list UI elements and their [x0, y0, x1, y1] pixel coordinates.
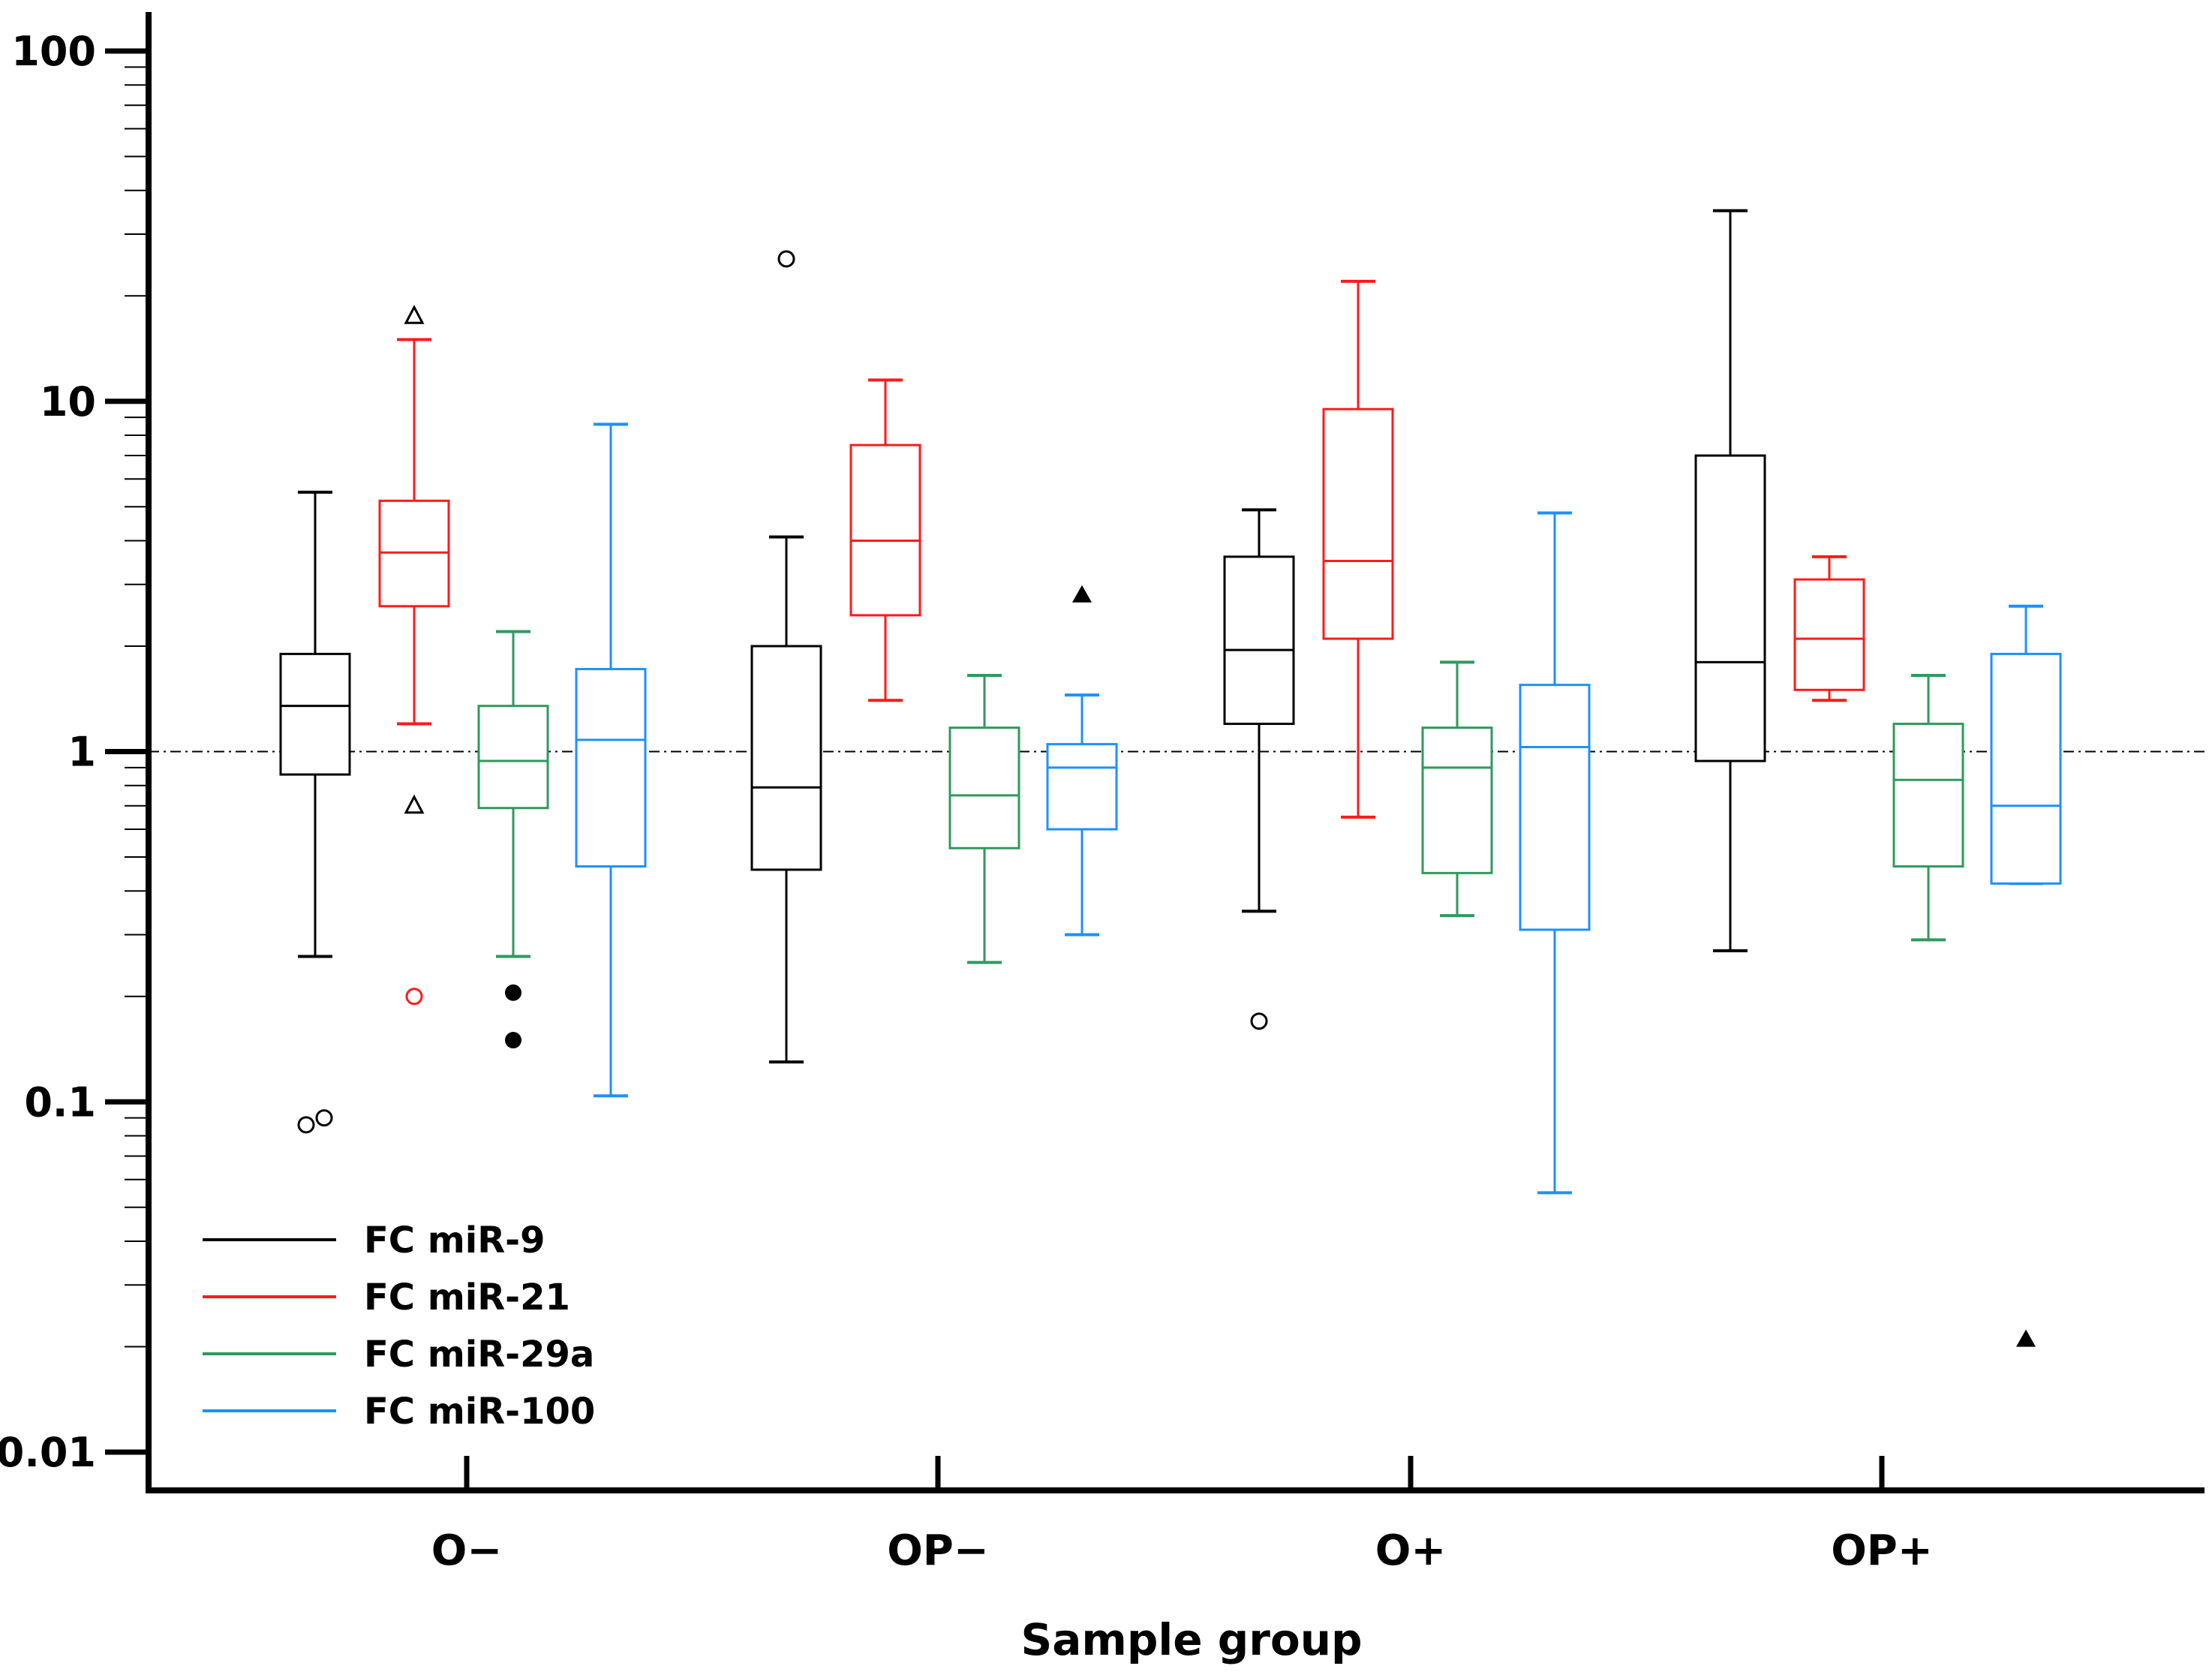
- y-tick-label: 0.1: [24, 1078, 96, 1126]
- box-iqr: [477, 705, 549, 810]
- box-group: [1990, 604, 2062, 1347]
- series-fc-mir-9: [279, 209, 1766, 1134]
- legend-label: FC miR-29a: [364, 1334, 594, 1376]
- box-group: [750, 250, 822, 1064]
- outlier-point: [505, 1032, 521, 1049]
- outlier-point: [1072, 585, 1092, 603]
- legend-label: FC miR-9: [364, 1219, 545, 1262]
- legend-item: FC miR-21: [203, 1277, 570, 1319]
- box-group: [477, 630, 549, 1049]
- box-iqr: [279, 652, 351, 776]
- outlier-point: [404, 305, 425, 324]
- outlier-point: [315, 1109, 333, 1127]
- box-group: [1421, 660, 1493, 918]
- x-tick-layer: O− OP− O+ OP+: [431, 1456, 1933, 1575]
- x-tick-label: OP−: [887, 1526, 989, 1575]
- y-tick-label: 0.01: [0, 1429, 96, 1476]
- legend-item: FC miR-9: [203, 1219, 545, 1262]
- box-iqr: [948, 726, 1020, 850]
- series-fc-mir-100: [575, 423, 2062, 1347]
- outlier-point: [505, 984, 521, 1001]
- box-group: [1892, 673, 1964, 942]
- box-iqr: [849, 444, 921, 617]
- legend-item: FC miR-100: [203, 1391, 595, 1433]
- y-tick-label: 1: [68, 729, 96, 776]
- x-tick-label: O−: [431, 1526, 503, 1575]
- box-group: [1793, 555, 1865, 702]
- box-layer: [279, 209, 2062, 1347]
- box-group: [1519, 511, 1591, 1195]
- box-iqr: [1223, 555, 1295, 726]
- outlier-point: [297, 1116, 315, 1134]
- y-tick-label: 10: [40, 378, 96, 426]
- box-group: [849, 378, 921, 702]
- legend-label: FC miR-21: [364, 1277, 570, 1319]
- box-iqr: [1892, 723, 1964, 868]
- box-group: [279, 490, 351, 1134]
- box-group: [1223, 508, 1295, 1030]
- x-axis-title: Sample group: [1020, 1614, 1362, 1665]
- box-group: [1694, 209, 1766, 952]
- box-group: [378, 305, 450, 1006]
- outlier-point: [404, 794, 425, 814]
- series-fc-mir-21: [378, 279, 1865, 1006]
- box-iqr: [1694, 454, 1766, 762]
- box-iqr: [750, 645, 822, 871]
- box-group: [1046, 585, 1118, 937]
- box-iqr: [1421, 726, 1493, 874]
- box-group: [1322, 279, 1394, 819]
- outlier-point: [777, 250, 795, 268]
- outlier-point: [1250, 1012, 1268, 1030]
- x-tick-label: OP+: [1831, 1526, 1933, 1575]
- box-group: [948, 673, 1020, 964]
- outlier-point: [2016, 1329, 2036, 1347]
- box-group: [575, 423, 647, 1098]
- y-tick-layer: 0.01 0.1 1 10 100: [0, 28, 149, 1476]
- legend-label: FC miR-100: [364, 1391, 595, 1433]
- box-iqr: [1990, 652, 2062, 885]
- series-fc-mir-29a: [477, 630, 1964, 1049]
- box-iqr: [1046, 743, 1118, 831]
- y-tick-label: 100: [11, 28, 96, 75]
- legend: FC miR-9 FC miR-21 FC miR-29a FC miR-100: [203, 1219, 595, 1433]
- box-iqr: [575, 668, 647, 868]
- box-iqr: [1793, 578, 1865, 691]
- legend-item: FC miR-29a: [203, 1334, 594, 1376]
- box-iqr: [1519, 684, 1591, 931]
- outlier-point: [405, 988, 423, 1006]
- x-tick-label: O+: [1375, 1526, 1447, 1575]
- box-iqr: [1322, 407, 1394, 640]
